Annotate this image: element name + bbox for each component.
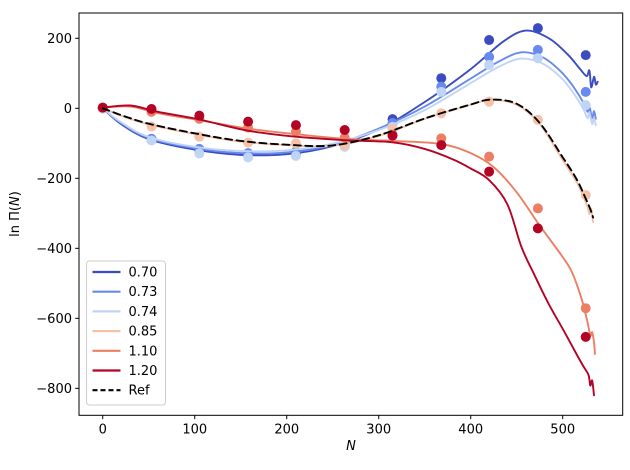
series-Ref-line (101, 98, 595, 219)
series-1.20-marker (436, 140, 447, 151)
legend-box (86, 260, 166, 406)
x-tick-label: 300 (366, 422, 391, 437)
series-0.85-marker (484, 96, 495, 107)
y-tick-label: 200 (47, 32, 72, 47)
series-1.20-line (101, 104, 595, 397)
series-1.10-marker (484, 151, 495, 162)
plot-frame (78, 12, 624, 416)
x-tick-label: 0 (99, 422, 107, 437)
legend-label-0.85: 0.85 (129, 325, 158, 340)
series-0.74-marker (290, 150, 301, 161)
series-1.20-marker (194, 110, 205, 121)
series-0.74-marker (436, 86, 447, 97)
series-Ref (101, 98, 595, 219)
series-0.74-marker (580, 100, 591, 111)
series-0.85-line (101, 98, 595, 224)
x-tick-label: 200 (274, 422, 299, 437)
y-tick-label: −400 (36, 242, 72, 257)
series-0.73-marker (484, 51, 495, 62)
legend-label-1.10: 1.10 (129, 344, 158, 359)
legend-label-1.20: 1.20 (129, 364, 158, 379)
series-1.20-marker (243, 116, 254, 127)
axes-ticks: 0 100 200 300 400 500 200 0 −200 −400 −600 −800 (36, 32, 575, 437)
series-0.74-marker (194, 148, 205, 159)
series-1.20-marker (146, 104, 157, 115)
series-0.85-marker (290, 138, 301, 149)
y-tick-label: −200 (36, 172, 72, 187)
series-1.20-marker (339, 125, 350, 136)
y-tick-label: −800 (36, 382, 72, 397)
series-1.20-marker (484, 166, 495, 177)
series-1.20-marker (580, 331, 591, 342)
x-tick-label: 500 (550, 422, 575, 437)
series-0.74-marker (146, 135, 157, 146)
x-axis-label: N (346, 439, 356, 454)
plot-area (97, 23, 599, 397)
series-0.70-marker (436, 73, 447, 84)
series-1.20-marker (290, 120, 301, 131)
series-0.73-marker (532, 44, 543, 55)
series-0.73-marker (580, 86, 591, 97)
series-0.74-marker (532, 53, 543, 64)
series-0.70-marker (484, 35, 495, 46)
legend-label-0.74: 0.74 (129, 305, 158, 320)
series-1.20-marker (387, 130, 398, 141)
x-tick-label: 100 (182, 422, 207, 437)
series-0.70-marker (532, 23, 543, 34)
legend-label-0.70: 0.70 (129, 266, 158, 281)
series-0.70-line (101, 29, 599, 157)
series-0.74-marker (484, 59, 495, 70)
y-tick-label: 0 (64, 102, 72, 117)
series-0.85-marker (580, 190, 591, 201)
series-1.10-marker (532, 203, 543, 214)
series-0.70-marker (580, 50, 591, 61)
legend-label-Ref: Ref (129, 384, 150, 399)
x-tick-label: 400 (458, 422, 483, 437)
series-1.20-marker (532, 223, 543, 234)
y-tick-label: −600 (36, 312, 72, 327)
y-axis-label: ln Π(N) (8, 191, 23, 237)
legend: 0.70 0.73 0.74 0.85 1.10 1.20 Ref (86, 260, 166, 406)
legend-label-0.73: 0.73 (129, 285, 158, 300)
series-0.74-marker (243, 152, 254, 163)
series-0.74-line (101, 57, 597, 153)
series-1.10-marker (580, 303, 591, 314)
series-1.20 (97, 102, 595, 397)
